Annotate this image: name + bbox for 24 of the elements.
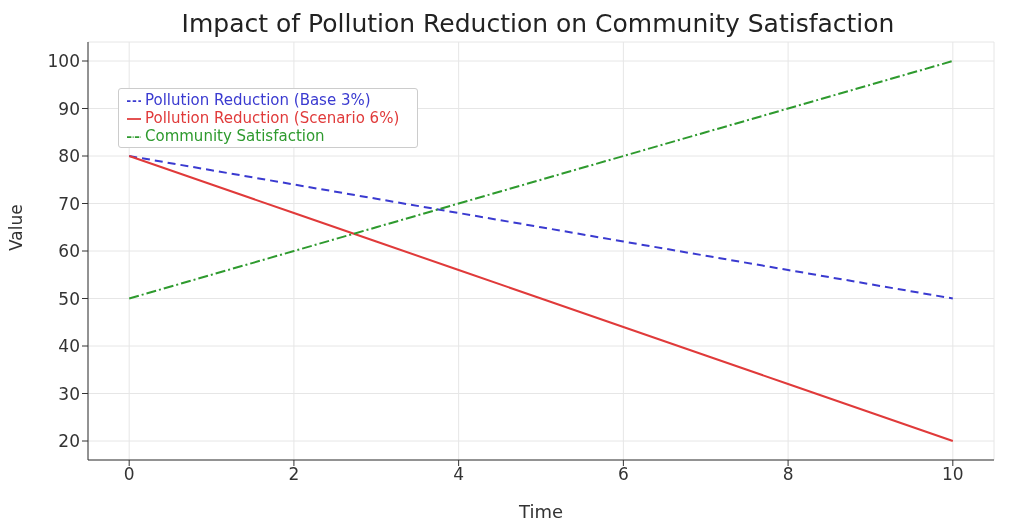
y-tick-label: 40 (58, 336, 80, 357)
x-tick-label: 0 (123, 464, 135, 485)
y-tick-label: 30 (58, 383, 80, 404)
y-tick-label: 90 (58, 98, 80, 119)
y-tick-label: 70 (58, 193, 80, 214)
line-series (128, 155, 954, 300)
x-tick-label: 8 (782, 464, 794, 485)
x-axis-title: Time (517, 501, 564, 522)
y-tick-label: 80 (58, 146, 80, 167)
legend-label: Pollution Reduction (Scenario 6%) (145, 109, 400, 127)
x-tick-label: 4 (453, 464, 465, 485)
y-axis-title: Value (6, 204, 27, 251)
x-tick-label: 10 (942, 464, 964, 485)
y-tick-label: 50 (58, 288, 80, 309)
y-tick-label: 100 (47, 51, 80, 72)
y-tick-label: 20 (58, 431, 80, 452)
x-tick-label: 2 (288, 464, 300, 485)
line-series (128, 60, 954, 300)
legend-label: Community Satisfaction (145, 127, 325, 145)
x-tick-label: 6 (617, 464, 629, 485)
line-series (128, 155, 954, 442)
chart-title: Impact of Pollution Reduction on Community Satisfaction (180, 8, 896, 40)
legend-label: Pollution Reduction (Base 3%) (145, 91, 371, 109)
y-tick-label: 60 (58, 241, 80, 262)
